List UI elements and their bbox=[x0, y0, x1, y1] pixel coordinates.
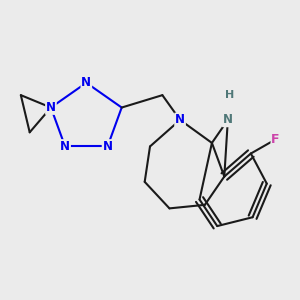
Text: N: N bbox=[46, 101, 56, 114]
Text: F: F bbox=[272, 133, 280, 146]
Text: N: N bbox=[175, 113, 185, 126]
Text: N: N bbox=[103, 140, 112, 153]
Text: N: N bbox=[60, 140, 70, 153]
Text: N: N bbox=[81, 76, 91, 89]
Text: N: N bbox=[223, 113, 233, 126]
Text: H: H bbox=[225, 90, 234, 100]
